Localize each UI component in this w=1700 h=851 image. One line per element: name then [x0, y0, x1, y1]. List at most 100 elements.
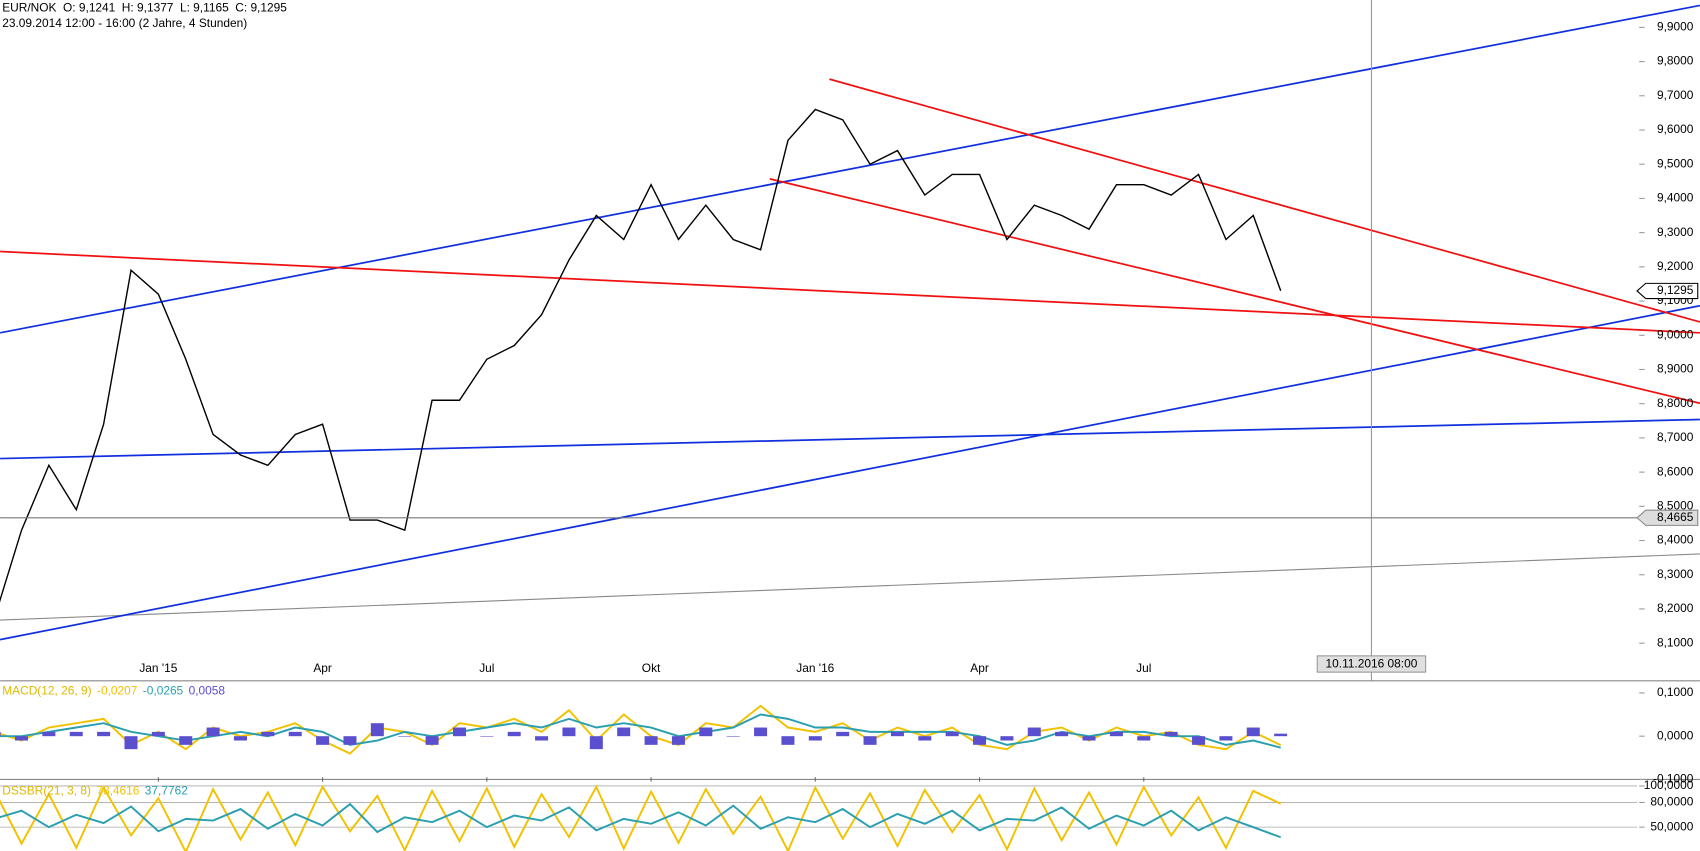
- histogram-bar: [562, 727, 576, 737]
- histogram-bar: [1274, 733, 1288, 737]
- x-tick-label: Jan '16: [796, 661, 834, 675]
- y-tick-label: 9,0000: [1657, 327, 1694, 341]
- histogram-bar: [1164, 731, 1178, 737]
- y-tick-label: 9,4000: [1657, 191, 1694, 205]
- x-tick-label: Jan '15: [139, 661, 177, 675]
- histogram-bar: [452, 727, 466, 737]
- histogram-bar: [699, 727, 713, 737]
- y-tick-label: 8,4000: [1657, 533, 1694, 547]
- y-tick-label: 100,0000: [1644, 778, 1694, 792]
- histogram-bar: [781, 736, 795, 745]
- histogram-bar: [1000, 736, 1014, 741]
- indicator-legend: DSSBR(21, 3, 8) 78,4616 37,7762: [2, 784, 188, 798]
- series-line: [0, 784, 1282, 851]
- histogram-bar: [836, 731, 850, 737]
- histogram-bar: [69, 731, 83, 737]
- histogram-bar: [261, 731, 275, 737]
- histogram-bar: [726, 736, 740, 737]
- trendlines: [0, 0, 1700, 681]
- histogram-bar: [1027, 727, 1041, 737]
- level-box: [1636, 509, 1699, 526]
- histogram-bar: [589, 736, 603, 750]
- histogram-bar: [233, 736, 247, 741]
- trendline: [0, 304, 1700, 641]
- histogram-bar: [151, 731, 165, 737]
- y-tick-label: 80,0000: [1650, 795, 1693, 809]
- histogram-bar: [316, 736, 330, 745]
- ohlc-value: H: 9,1377: [122, 1, 174, 15]
- price-box: [1636, 282, 1699, 300]
- histogram-bar: [124, 736, 138, 750]
- subtitle: 23.09.2014 12:00 - 16:00 (2 Jahre, 4 Stu…: [2, 16, 247, 30]
- histogram-bar: [14, 736, 28, 741]
- indicator-legend: MACD(12, 26, 9) -0,0207 -0,0265 0,0058: [2, 684, 225, 698]
- histogram-bar: [1219, 736, 1233, 741]
- histogram-bar: [863, 736, 877, 745]
- y-tick-label: 9,5000: [1657, 156, 1694, 170]
- histogram-bar: [1192, 736, 1206, 745]
- y-tick-label: 9,6000: [1657, 122, 1694, 136]
- legend-value: 0,0058: [189, 684, 226, 698]
- trendline: [0, 418, 1700, 460]
- x-tick-label: Apr: [313, 661, 332, 675]
- histogram-bar: [507, 731, 521, 737]
- level-label: 8,4665: [1657, 510, 1694, 524]
- header: EUR/NOK O: 9,1241 H: 9,1377 L: 9,1165 C: 9,1…: [2, 1, 287, 15]
- trendline: [0, 553, 1700, 621]
- y-tick-label: -0,1000: [1653, 772, 1694, 786]
- trendline: [0, 250, 1700, 334]
- trendline: [769, 178, 1700, 405]
- histogram-bar: [370, 723, 384, 737]
- histogram-bar: [97, 731, 111, 737]
- histogram-bar: [179, 736, 193, 745]
- cursor-label: 10.11.2016 08:00: [1326, 657, 1418, 671]
- cursor-box: [1316, 655, 1427, 673]
- indicator-title: DSSBR(21, 3, 8): [2, 784, 91, 798]
- y-tick-label: 8,9000: [1657, 362, 1694, 376]
- histogram-bar: [425, 736, 439, 745]
- y-tick-label: 8,1000: [1657, 635, 1694, 649]
- histogram-bar: [535, 736, 549, 741]
- trendline: [829, 78, 1700, 323]
- histogram-bar: [206, 727, 220, 737]
- legend-value: 37,7762: [145, 784, 188, 798]
- x-tick-label: Jul: [1136, 661, 1151, 675]
- ohlc-value: L: 9,1165: [180, 1, 229, 15]
- y-tick-label: 9,2000: [1657, 259, 1694, 273]
- ohlc-value: O: 9,1241: [63, 1, 116, 15]
- y-tick-label: 8,5000: [1657, 498, 1694, 512]
- legend-value: 78,4616: [96, 784, 139, 798]
- histogram-bar: [945, 731, 959, 737]
- series-line: [0, 704, 1282, 755]
- x-tick-label: Jul: [479, 661, 494, 675]
- histogram-bar: [42, 731, 56, 737]
- histogram-bar: [288, 731, 302, 737]
- ohlc-value: C: 9,1295: [235, 1, 287, 15]
- histogram-bar: [671, 736, 685, 745]
- y-tick-label: 50,0000: [1650, 819, 1693, 833]
- y-tick-label: 8,3000: [1657, 567, 1694, 581]
- price-label: 9,1295: [1657, 283, 1694, 297]
- y-tick-label: 9,8000: [1657, 54, 1694, 68]
- histogram-bar: [808, 736, 822, 741]
- histogram-bar: [973, 736, 987, 745]
- histogram-bar: [398, 736, 412, 737]
- legend-value: -0,0207: [97, 684, 138, 698]
- histogram-bar: [1246, 727, 1260, 737]
- y-tick-label: 9,3000: [1657, 225, 1694, 239]
- y-tick-label: 8,7000: [1657, 430, 1694, 444]
- y-tick-label: 9,7000: [1657, 88, 1694, 102]
- x-tick-label: Apr: [970, 661, 989, 675]
- histogram-bar: [1082, 736, 1096, 741]
- histogram-bar: [918, 736, 932, 741]
- histogram-bar: [754, 727, 768, 737]
- legend-value: -0,0265: [143, 684, 184, 698]
- symbol: EUR/NOK: [2, 1, 56, 15]
- histogram-bar: [480, 736, 494, 737]
- series-line: [0, 802, 1282, 839]
- histogram-bar: [1055, 731, 1069, 737]
- y-tick-label: 8,6000: [1657, 464, 1694, 478]
- series-line: [0, 108, 1282, 603]
- histogram-bar: [644, 736, 658, 745]
